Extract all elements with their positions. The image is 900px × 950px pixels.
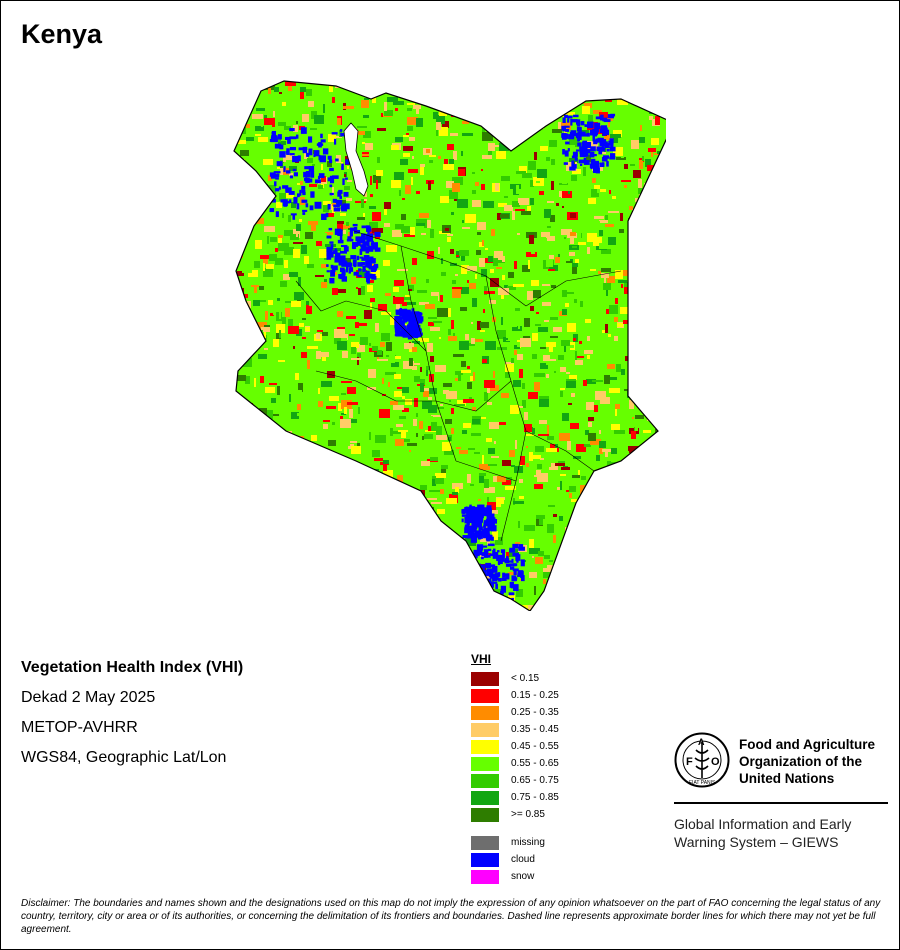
legend-swatch bbox=[471, 706, 499, 720]
lake-turkana bbox=[343, 122, 369, 197]
giews-line: Global Information and Early bbox=[674, 816, 852, 832]
period-label: Dekad 2 May 2025 bbox=[21, 689, 156, 706]
legend-label: cloud bbox=[511, 854, 535, 865]
fao-motto: FIAT PANIS bbox=[689, 780, 716, 786]
legend-swatch bbox=[471, 870, 499, 884]
fao-name-line: United Nations bbox=[739, 771, 835, 786]
legend-swatch bbox=[471, 808, 499, 822]
legend-swatch bbox=[471, 791, 499, 805]
legend-label: missing bbox=[511, 837, 545, 848]
fao-name: Food and Agriculture Organization of the… bbox=[739, 736, 899, 787]
vhi-legend: VHI < 0.15 0.15 - 0.25 0.25 - 0.35 0.35 - 0… bbox=[471, 652, 559, 884]
legend-label: 0.55 - 0.65 bbox=[511, 758, 559, 769]
giews-line: Warning System – GIEWS bbox=[674, 834, 839, 850]
disclaimer-text: Disclaimer: The boundaries and names sho… bbox=[21, 898, 881, 935]
fao-name-line: Food and Agriculture bbox=[739, 737, 875, 752]
fao-divider bbox=[674, 802, 888, 804]
legend-label: 0.75 - 0.85 bbox=[511, 792, 559, 803]
legend-swatch bbox=[471, 672, 499, 686]
legend-label: >= 0.85 bbox=[511, 809, 545, 820]
legend-label: 0.35 - 0.45 bbox=[511, 724, 559, 735]
fao-name-line: Organization of the bbox=[739, 754, 862, 769]
legend-swatch bbox=[471, 853, 499, 867]
fao-logo-icon: F A O FIAT PANIS bbox=[674, 732, 730, 788]
legend-swatch bbox=[471, 723, 499, 737]
map-title: Kenya bbox=[21, 19, 103, 49]
legend-swatch bbox=[471, 836, 499, 850]
giews-label: Global Information and Early Warning Sys… bbox=[674, 815, 890, 851]
index-title: Vegetation Health Index (VHI) bbox=[21, 659, 244, 676]
legend-label: 0.45 - 0.55 bbox=[511, 741, 559, 752]
fao-letter-f: F bbox=[686, 756, 693, 768]
fao-letter-a: A bbox=[698, 737, 705, 747]
legend-title: VHI bbox=[471, 652, 492, 666]
fao-letter-o: O bbox=[711, 756, 720, 768]
legend-label: 0.25 - 0.35 bbox=[511, 707, 559, 718]
legend-swatch bbox=[471, 689, 499, 703]
legend-label: snow bbox=[511, 871, 535, 882]
legend-label: < 0.15 bbox=[511, 673, 540, 684]
sensor-label: METOP-AVHRR bbox=[21, 719, 138, 736]
legend-swatch bbox=[471, 774, 499, 788]
admin-boundaries bbox=[295, 230, 622, 542]
legend-swatch bbox=[471, 740, 499, 754]
legend-label: 0.15 - 0.25 bbox=[511, 690, 559, 701]
legend-label: 0.65 - 0.75 bbox=[511, 775, 559, 786]
projection-label: WGS84, Geographic Lat/Lon bbox=[21, 749, 227, 766]
vhi-raster bbox=[234, 81, 666, 611]
map-info-block: Vegetation Health Index (VHI) Dekad 2 Ma… bbox=[21, 658, 243, 778]
legend-swatch bbox=[471, 757, 499, 771]
kenya-vhi-map bbox=[233, 80, 666, 611]
